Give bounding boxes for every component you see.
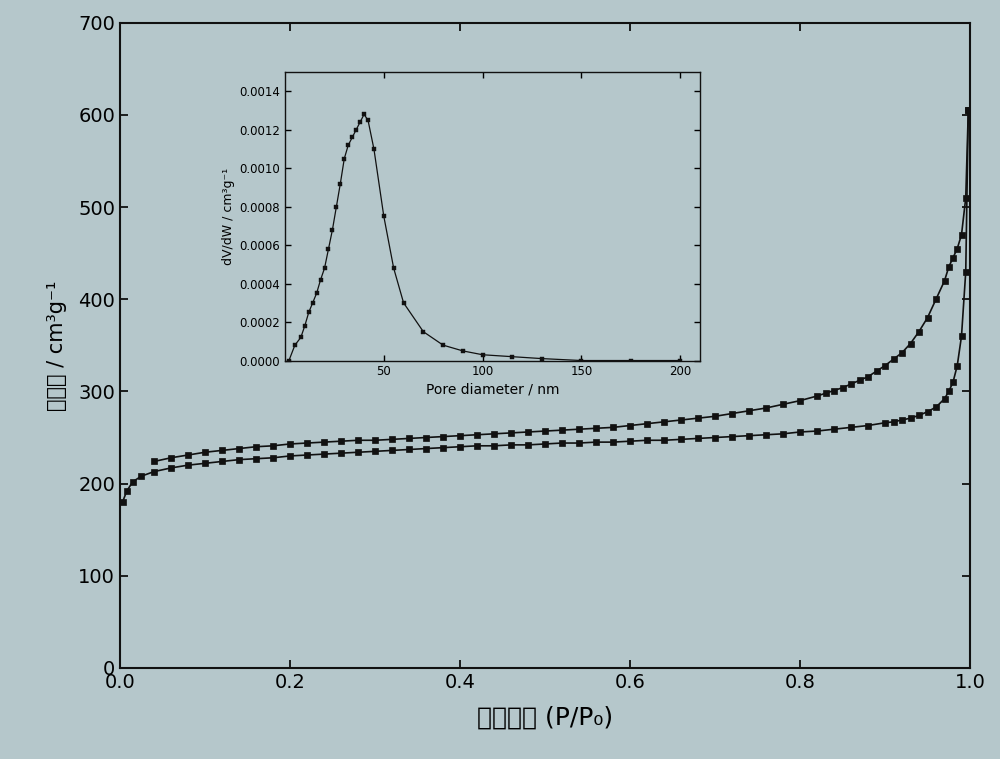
X-axis label: 相对压力 (P/P₀): 相对压力 (P/P₀) [477, 706, 613, 729]
Y-axis label: 吸附量 / cm³g⁻¹: 吸附量 / cm³g⁻¹ [47, 280, 67, 411]
Y-axis label: dV/dW / cm³g⁻¹: dV/dW / cm³g⁻¹ [222, 168, 235, 265]
X-axis label: Pore diameter / nm: Pore diameter / nm [426, 383, 559, 396]
